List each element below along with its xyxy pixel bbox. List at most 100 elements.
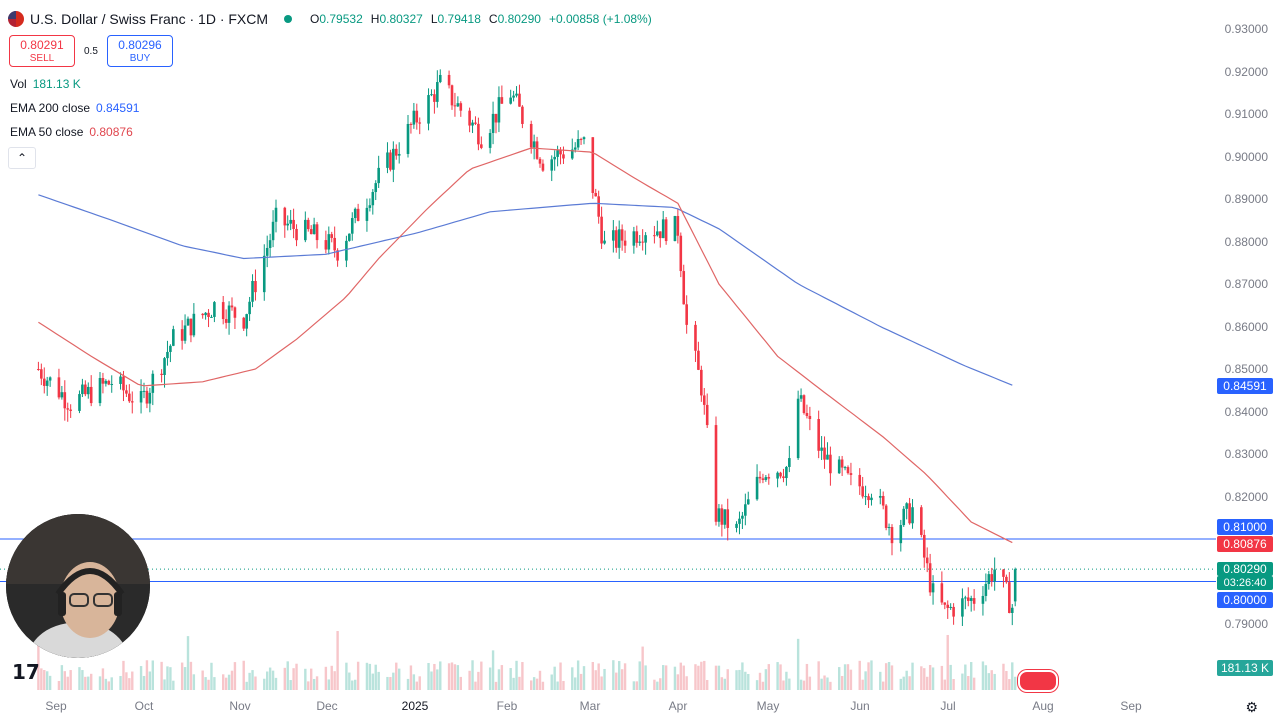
candle-body: [459, 103, 463, 111]
volume-bar: [330, 665, 333, 690]
candle-body: [394, 148, 398, 156]
time-tick-label: Oct: [134, 699, 154, 713]
candle-body: [42, 378, 46, 386]
volume-bar: [879, 671, 882, 690]
price-tick-label: 0.88000: [1224, 234, 1268, 249]
volume-bar: [107, 681, 110, 690]
legend-ema50[interactable]: EMA 50 close 0.80876: [10, 125, 133, 139]
volume-bar: [392, 672, 395, 690]
candle-body: [705, 404, 709, 426]
candle-body: [166, 351, 169, 359]
candle-body: [638, 241, 642, 243]
tradingview-logo-icon[interactable]: 17: [12, 660, 40, 684]
candle-body: [597, 196, 600, 217]
candle-body: [350, 218, 354, 234]
hline-080-badge: 0.80000: [1217, 592, 1273, 608]
candle-body: [738, 518, 741, 524]
candle-body: [846, 467, 850, 474]
volume-bar: [744, 671, 747, 690]
volume-bar: [512, 677, 515, 690]
candle-body: [553, 156, 556, 160]
volume-bar: [579, 673, 583, 690]
candle-body: [333, 237, 336, 251]
candle-body: [312, 224, 316, 235]
volume-bar: [694, 664, 697, 690]
volume-bar: [43, 670, 46, 690]
volume-bar: [131, 671, 134, 690]
candle-body: [438, 74, 442, 83]
candle-body: [69, 409, 72, 411]
volume-bar: [747, 673, 750, 690]
us-event-marker-icon[interactable]: [1018, 670, 1058, 692]
buy-button[interactable]: 0.80296 BUY: [107, 35, 173, 67]
legend-ema200[interactable]: EMA 200 close 0.84591: [10, 101, 139, 115]
candle-body: [570, 149, 574, 159]
volume-bar: [796, 638, 800, 690]
volume-bar: [840, 675, 844, 690]
candle-body: [474, 122, 477, 124]
volume-bar: [427, 662, 430, 690]
candle-body: [450, 85, 454, 106]
volume-bar: [717, 665, 721, 690]
candle-body: [908, 503, 911, 524]
collapse-legend-button[interactable]: ⌃: [8, 147, 36, 169]
symbol-header[interactable]: U.S. Dollar / Swiss Franc · 1D · FXCM O0…: [8, 9, 652, 29]
volume-bar: [169, 667, 172, 690]
candle-body: [562, 154, 565, 159]
candle-body: [406, 123, 410, 154]
volume-bar: [755, 680, 759, 690]
candle-body: [826, 454, 829, 460]
candle-body: [213, 302, 216, 317]
volume-bar: [1002, 663, 1005, 690]
candle-body: [808, 415, 812, 420]
volume-bar: [964, 664, 967, 690]
candle-body: [306, 219, 310, 230]
symbol-title[interactable]: U.S. Dollar / Swiss Franc · 1D · FXCM: [30, 11, 269, 27]
volume-bar: [726, 669, 729, 690]
candle-body: [744, 504, 747, 516]
volume-bar: [970, 662, 973, 690]
candle-body: [632, 231, 636, 246]
volume-bar: [1008, 679, 1011, 690]
settings-icon[interactable]: ⚙: [1245, 699, 1258, 715]
candle-body: [969, 598, 973, 601]
volume-bar: [98, 676, 102, 690]
candle-body: [1008, 582, 1011, 613]
price-tick-label: 0.90000: [1224, 149, 1268, 164]
volume-bar: [943, 679, 946, 690]
time-tick-label: Jun: [850, 699, 870, 713]
volume-bar: [491, 650, 495, 690]
candle-body: [368, 205, 372, 208]
candle-body: [620, 229, 624, 241]
time-tick-label: Dec: [316, 699, 338, 713]
candle-body: [348, 233, 351, 241]
volume-bar: [456, 665, 460, 690]
candle-body: [656, 231, 659, 236]
candle-body: [66, 408, 70, 410]
volume-bar: [861, 679, 864, 690]
time-tick-label: Aug: [1032, 699, 1054, 713]
legend-volume[interactable]: Vol 181.13 K: [10, 77, 81, 91]
sell-button[interactable]: 0.80291 SELL: [9, 35, 75, 67]
market-open-dot: [284, 15, 293, 23]
volume-bar: [406, 678, 410, 690]
volume-bar: [87, 676, 90, 690]
legend-ema200-value: 0.84591: [96, 101, 140, 115]
volume-bar: [268, 667, 272, 690]
volume-bar: [785, 671, 788, 690]
volume-bar: [949, 664, 952, 690]
candle-body: [84, 384, 87, 395]
volume-bar: [826, 677, 829, 690]
bar-countdown-badge: 03:26:40: [1217, 576, 1273, 590]
candle-body: [653, 235, 656, 237]
candle-body: [676, 216, 680, 236]
candle-body: [902, 508, 906, 526]
candle-body: [418, 122, 422, 124]
volume-bar: [192, 674, 196, 690]
candle-body: [292, 219, 295, 229]
volume-bar: [535, 678, 539, 690]
volume-bar: [662, 665, 665, 690]
volume-bar: [242, 660, 245, 690]
ema200-line: [38, 194, 1013, 386]
